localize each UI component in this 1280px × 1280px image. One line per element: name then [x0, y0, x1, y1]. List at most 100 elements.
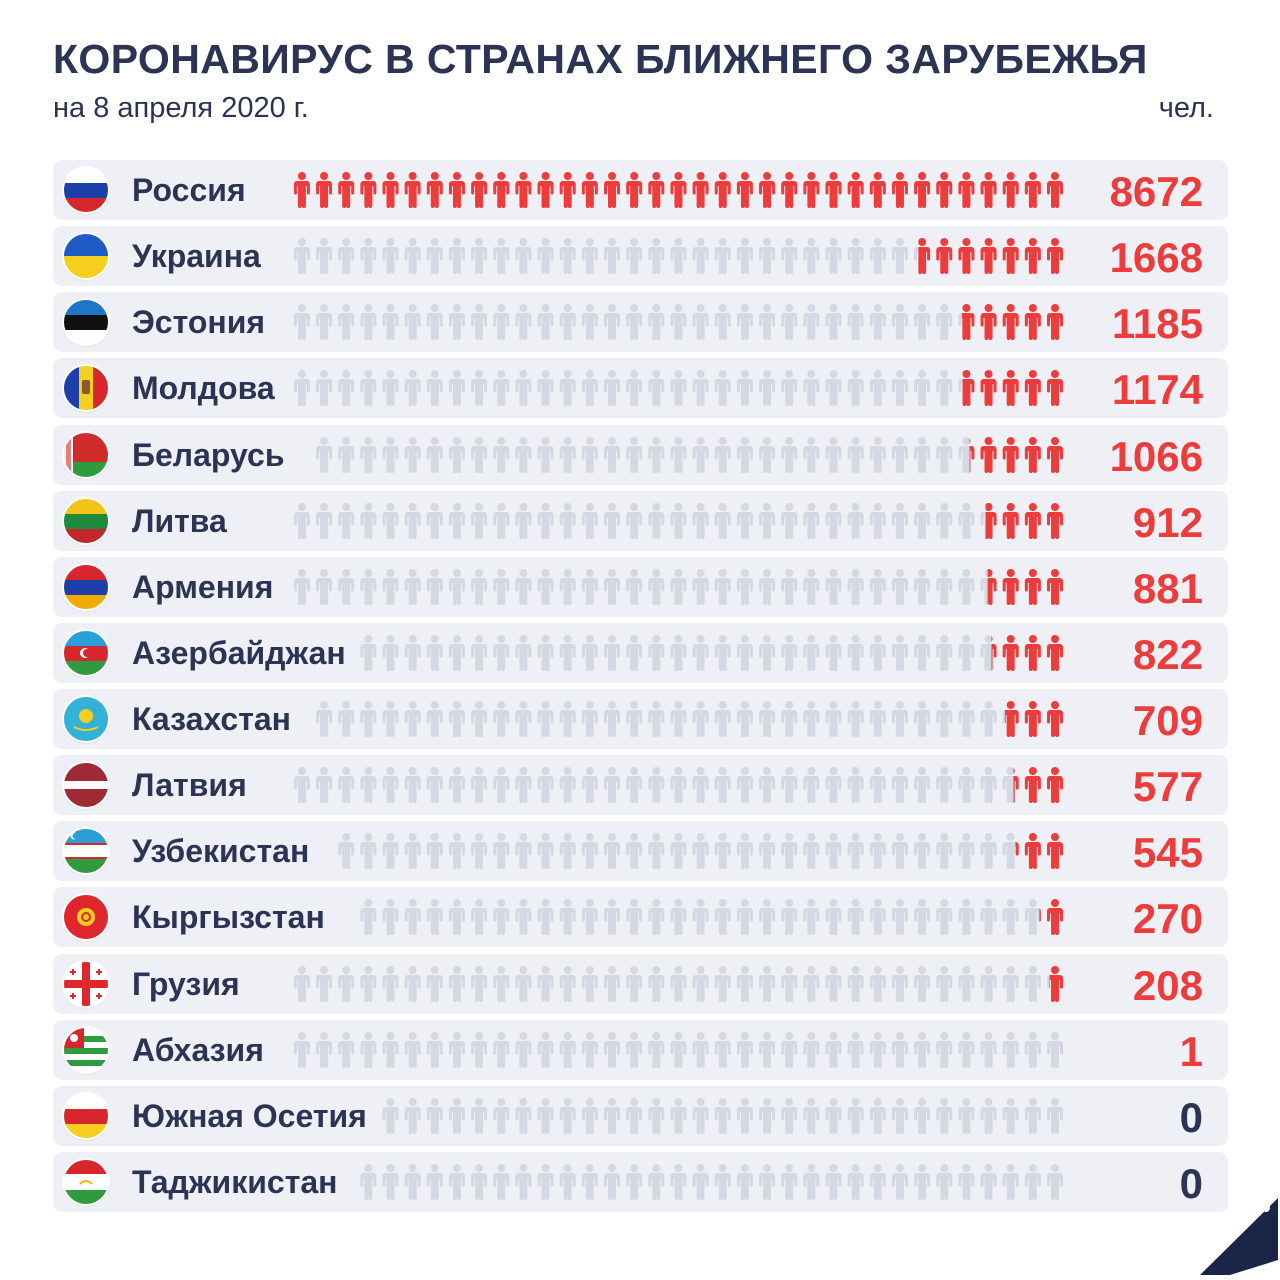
person-icon	[1047, 767, 1063, 804]
armenia-flag-icon	[64, 564, 108, 609]
person-icon	[604, 568, 620, 605]
person-icon	[736, 238, 753, 275]
person-icon	[648, 965, 665, 1002]
person-icon	[1002, 767, 1019, 804]
country-name: Латвия	[132, 767, 247, 804]
person-icon	[714, 634, 731, 671]
person-icon	[781, 1031, 798, 1068]
person-icon	[581, 767, 598, 804]
person-icon	[515, 899, 532, 936]
country-name: Беларусь	[132, 436, 285, 473]
person-icon	[626, 502, 643, 539]
person-icon	[825, 370, 842, 407]
person-icon	[736, 502, 753, 539]
person-icon	[1047, 172, 1063, 208]
person-icon	[404, 238, 421, 275]
person-icon	[1047, 238, 1063, 275]
country-row: Молдова 1174	[53, 358, 1228, 419]
case-count: 8672	[1109, 168, 1203, 215]
person-icon	[493, 1163, 510, 1200]
person-icon	[825, 965, 842, 1002]
person-icon	[360, 238, 377, 275]
person-icon	[980, 370, 997, 407]
person-icon	[448, 701, 465, 737]
person-icon	[448, 899, 465, 936]
person-icon	[537, 238, 554, 275]
person-icon	[869, 1097, 886, 1134]
person-icon	[604, 502, 620, 539]
person-icon	[559, 172, 576, 208]
person-icon	[714, 899, 731, 936]
person-icon	[404, 965, 421, 1002]
person-icon	[360, 1163, 377, 1200]
people-bar	[53, 292, 1228, 352]
person-icon	[692, 965, 709, 1002]
person-icon	[670, 701, 687, 737]
person-icon	[448, 502, 465, 539]
person-icon	[338, 568, 355, 605]
person-icon	[891, 238, 908, 275]
person-icon	[537, 436, 554, 473]
person-icon	[559, 370, 576, 407]
person-icon	[869, 767, 886, 804]
country-row: Эстония 1185	[53, 292, 1228, 353]
person-icon	[670, 767, 687, 804]
person-icon	[604, 899, 620, 936]
person-icon	[316, 304, 333, 341]
person-icon	[382, 370, 399, 407]
person-icon	[670, 370, 687, 407]
person-icon	[382, 701, 399, 737]
person-icon	[338, 172, 355, 208]
country-name: Россия	[132, 172, 246, 208]
person-icon	[869, 965, 886, 1002]
person-icon	[382, 1097, 399, 1134]
person-icon	[471, 238, 488, 275]
person-icon	[648, 568, 665, 605]
person-icon	[891, 701, 908, 737]
person-icon	[426, 502, 443, 539]
person-icon	[382, 1031, 399, 1068]
person-icon	[1002, 502, 1019, 539]
person-icon	[781, 1163, 798, 1200]
country-row: Латвия 577	[53, 755, 1228, 816]
person-icon	[604, 1163, 620, 1200]
country-row: Казахстан 709	[53, 689, 1228, 749]
person-icon	[293, 767, 310, 804]
person-icon	[559, 634, 576, 671]
country-row: Азербайджан 822	[53, 622, 1228, 683]
country-row: Таджикистан 0	[53, 1151, 1228, 1212]
person-icon	[1024, 899, 1041, 936]
person-icon	[338, 436, 355, 473]
person-icon	[936, 370, 953, 407]
person-icon	[891, 172, 908, 208]
person-icon	[604, 634, 620, 671]
person-icon	[670, 238, 687, 275]
people-bar	[53, 425, 1228, 485]
person-icon	[1047, 304, 1063, 341]
person-icon	[825, 701, 842, 737]
people-bar	[53, 1086, 1228, 1146]
person-icon	[936, 568, 953, 605]
person-icon	[537, 767, 554, 804]
person-icon	[537, 701, 554, 737]
person-icon	[604, 172, 620, 208]
case-count: 822	[1132, 630, 1203, 678]
country-name: Армения	[132, 568, 274, 605]
person-icon	[803, 899, 820, 936]
country-name: Южная Осетия	[132, 1097, 367, 1134]
person-icon	[803, 1163, 820, 1200]
person-icon	[581, 1097, 598, 1134]
person-icon	[426, 899, 443, 936]
person-icon	[736, 767, 753, 804]
person-icon	[847, 238, 864, 275]
person-icon	[1002, 568, 1019, 605]
person-icon	[648, 1031, 665, 1068]
person-icon	[914, 767, 931, 804]
country-row: Украина 1668	[53, 226, 1228, 287]
person-icon	[936, 1097, 953, 1134]
person-icon	[382, 767, 399, 804]
person-icon	[825, 304, 842, 341]
person-icon	[404, 899, 421, 936]
person-icon	[382, 502, 399, 539]
chart-rows: Россия 8672 Украина 1668 Эстония 1185 Молдова 1…	[53, 160, 1228, 1218]
